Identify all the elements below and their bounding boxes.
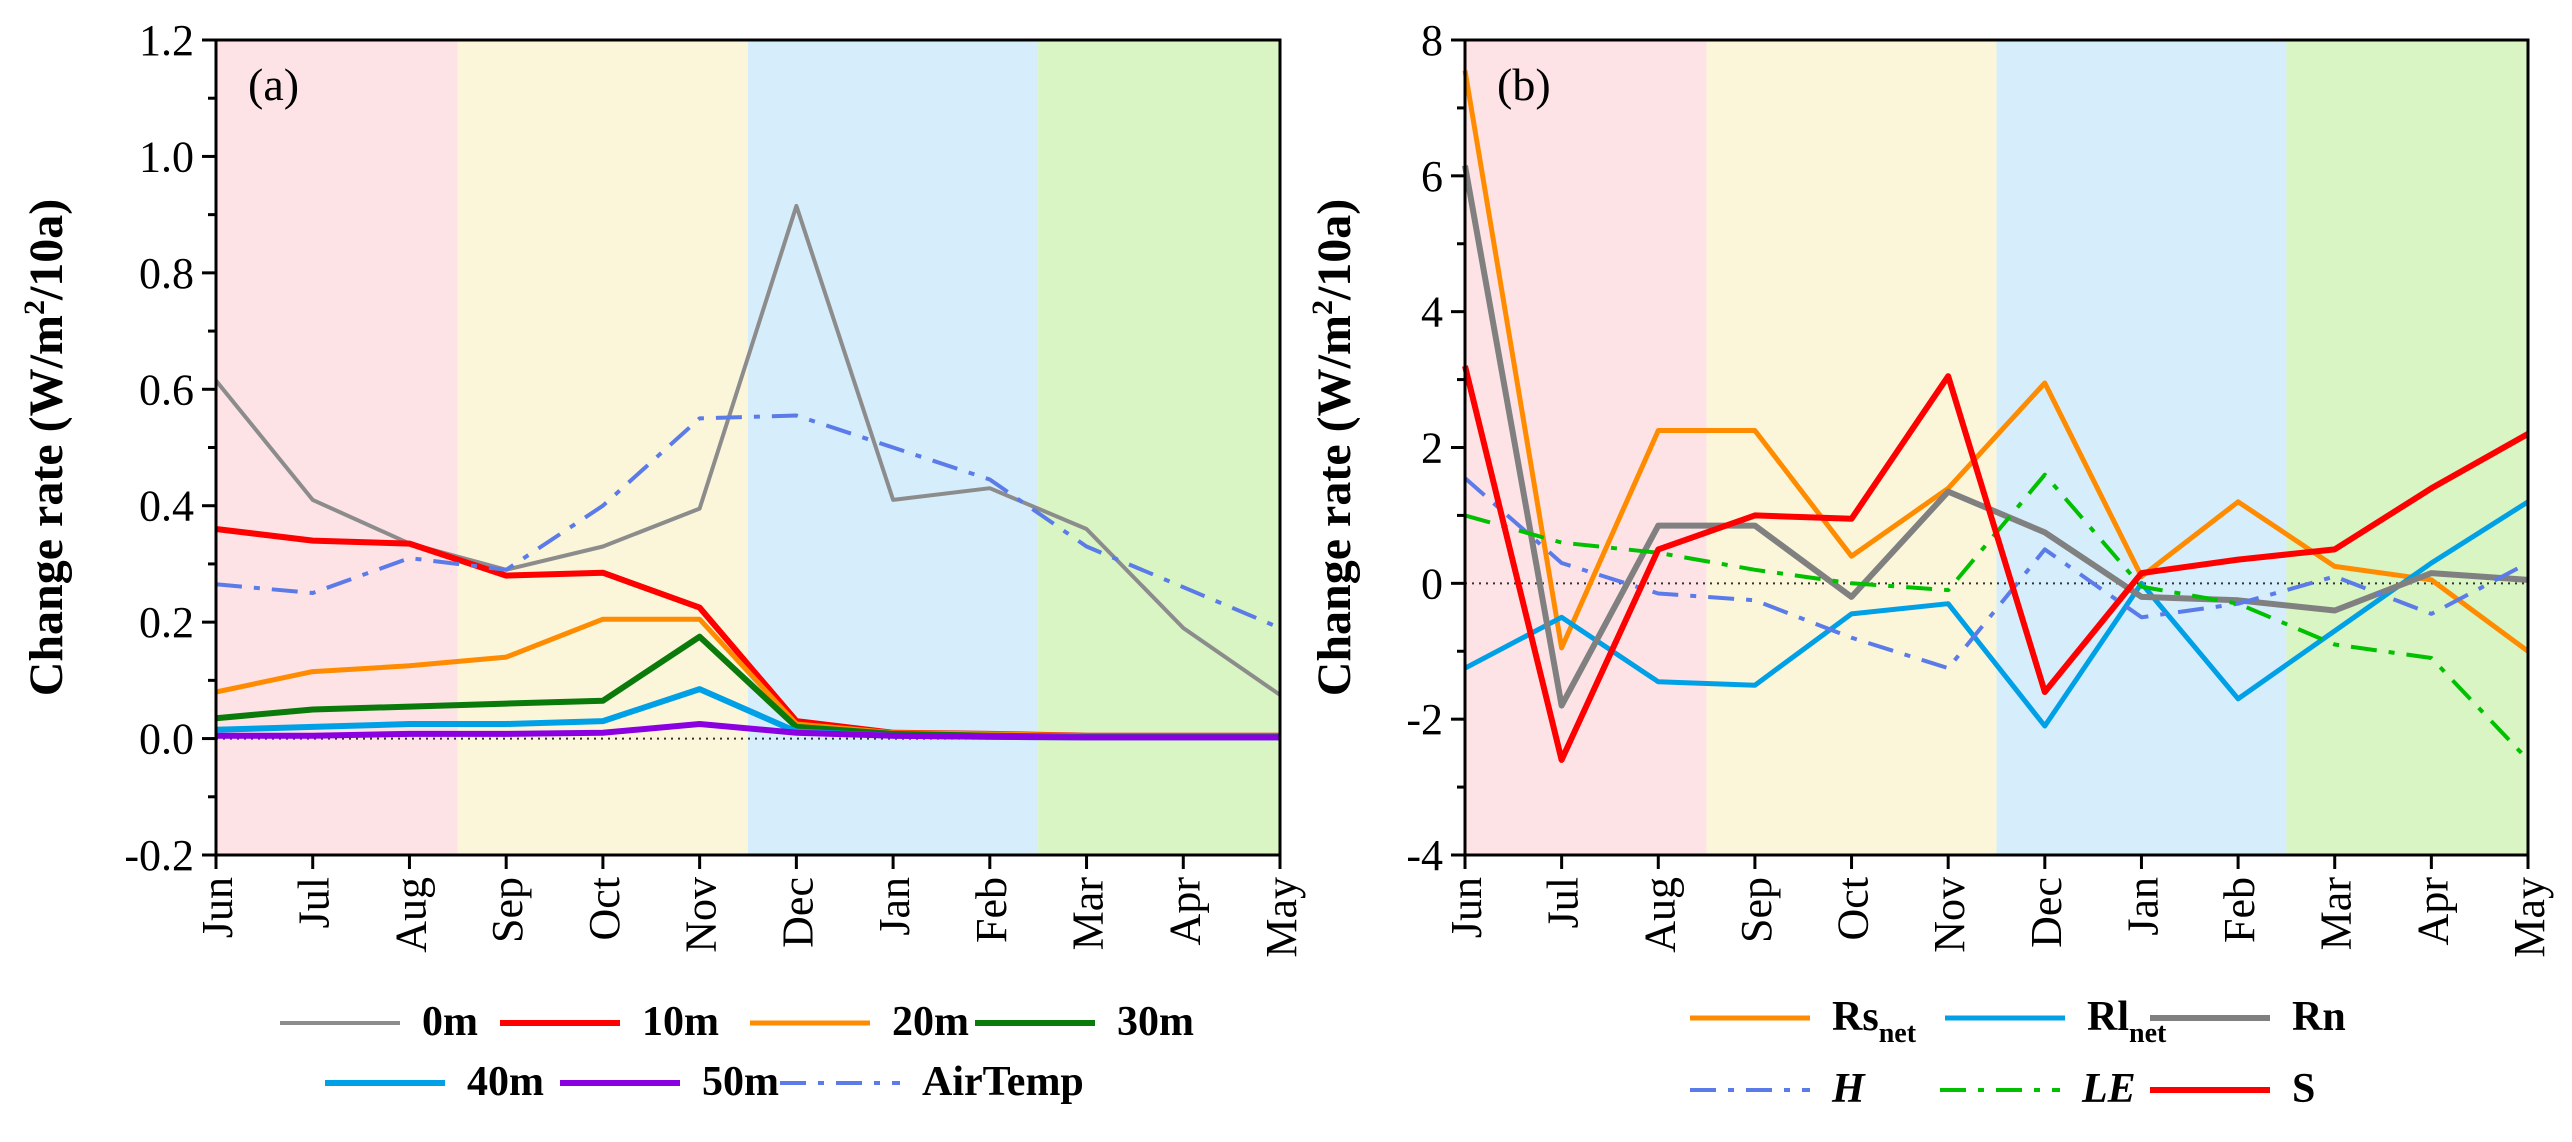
x-tick-label: Aug bbox=[1635, 877, 1684, 953]
season-band bbox=[1038, 40, 1280, 855]
x-tick-label: Jul bbox=[1539, 877, 1588, 928]
legend-label: Rlnet bbox=[2087, 994, 2167, 1049]
x-tick-label: Dec bbox=[2022, 877, 2071, 948]
x-tick-label: Jan bbox=[870, 877, 919, 936]
legend-item-Rn: Rn bbox=[2150, 994, 2346, 1040]
y-tick-label: -4 bbox=[1406, 831, 1443, 880]
x-tick-label: Jul bbox=[290, 877, 339, 928]
x-tick-label: May bbox=[2505, 877, 2554, 958]
legend-label: 40m bbox=[467, 1059, 544, 1105]
y-tick-label: -0.2 bbox=[124, 831, 194, 880]
y-tick-label: 0 bbox=[1421, 559, 1443, 608]
x-tick-label: Apr bbox=[2408, 877, 2457, 946]
season-band bbox=[1465, 40, 1707, 855]
y-tick-label: 8 bbox=[1421, 16, 1443, 65]
legend-label: 50m bbox=[702, 1059, 779, 1105]
legend-item-40m: 40m bbox=[325, 1059, 544, 1105]
x-tick-label: Apr bbox=[1160, 877, 1209, 946]
series-line-S bbox=[1462, 365, 2530, 763]
x-tick-label: Nov bbox=[677, 877, 726, 953]
series-line-Rs bbox=[1462, 70, 2530, 654]
panel-b: -4 -2 0 2 4 6 8 Jun Jul Aug Sep Oct Nov Dec Jan Feb Mar A… bbox=[1306, 16, 2554, 1112]
x-tick-label: Sep bbox=[483, 877, 532, 943]
x-tick-label: Jun bbox=[193, 877, 242, 938]
x-tick-label: Mar bbox=[2312, 877, 2361, 951]
x-tick-label: Oct bbox=[1829, 877, 1878, 941]
legend-label: Rn bbox=[2292, 994, 2346, 1040]
series-line-Rl bbox=[1463, 499, 2530, 729]
x-tick-label: Nov bbox=[1925, 877, 1974, 953]
legend-item-AirTemp: AirTemp bbox=[780, 1059, 1084, 1105]
series-line-50m bbox=[216, 721, 1280, 741]
season-band bbox=[1706, 40, 1997, 855]
y-tick-label: 0.4 bbox=[139, 482, 194, 531]
legend-item-30m: 30m bbox=[975, 999, 1194, 1045]
legend-label: AirTemp bbox=[922, 1059, 1084, 1105]
y-tick-label: 0.6 bbox=[139, 365, 194, 414]
season-band bbox=[216, 40, 458, 855]
legend-item-LE: LE bbox=[1940, 1066, 2136, 1112]
y-tick-label: 1.0 bbox=[139, 132, 194, 181]
legend-item-Rs: Rsnet bbox=[1690, 994, 1917, 1049]
y-tick-label: 4 bbox=[1421, 288, 1443, 337]
y-tick-label: 0.2 bbox=[139, 598, 194, 647]
y-tick-label: 0.8 bbox=[139, 249, 194, 298]
x-tick-label: Feb bbox=[2215, 877, 2264, 943]
panel-label: (a) bbox=[248, 59, 299, 110]
x-tick-label: Oct bbox=[580, 877, 629, 941]
y-axis-label: Change rate (W/m2/10a) bbox=[1306, 199, 1361, 697]
y-tick-label: 1.2 bbox=[139, 16, 194, 65]
legend-item-50m: 50m bbox=[560, 1059, 779, 1105]
legend-label: 20m bbox=[892, 999, 969, 1045]
season-band bbox=[1996, 40, 2287, 855]
series-line-0m bbox=[214, 203, 1282, 697]
legend-item-H: H bbox=[1690, 1066, 1866, 1112]
x-tick-label: Mar bbox=[1064, 877, 1113, 951]
legend-label: 30m bbox=[1117, 999, 1194, 1045]
series-line-H bbox=[1463, 476, 2529, 671]
legend-item-S: S bbox=[2150, 1066, 2315, 1112]
x-tick-label: Feb bbox=[967, 877, 1016, 943]
legend-label: Rsnet bbox=[1832, 994, 1917, 1049]
legend-item-0m: 0m bbox=[280, 999, 478, 1045]
x-tick-label: Aug bbox=[386, 877, 435, 953]
panel-a: -0.2 0.0 0.2 0.4 0.6 0.8 1.0 1.2 Jun Jul Aug Sep Oct… bbox=[18, 16, 1306, 1105]
legend-label: H bbox=[1831, 1066, 1866, 1112]
x-tick-label: Jan bbox=[2118, 877, 2167, 936]
panel-label: (b) bbox=[1497, 59, 1551, 110]
y-tick-label: 2 bbox=[1421, 424, 1443, 473]
x-tick-label: Jun bbox=[1442, 877, 1491, 938]
series-line-AirTemp bbox=[215, 413, 1281, 630]
season-band bbox=[2286, 40, 2528, 855]
legend-item-10m: 10m bbox=[500, 999, 719, 1045]
x-tick-label: May bbox=[1257, 877, 1306, 958]
y-tick-label: -2 bbox=[1406, 695, 1443, 744]
y-tick-label: 0.0 bbox=[139, 715, 194, 764]
legend-label: 0m bbox=[422, 999, 478, 1045]
series-line-Rn bbox=[1462, 165, 2529, 709]
legend-item-20m: 20m bbox=[750, 999, 969, 1045]
y-tick-label: 6 bbox=[1421, 152, 1443, 201]
legend-label: S bbox=[2292, 1066, 2315, 1112]
legend-label: 10m bbox=[642, 999, 719, 1045]
x-tick-label: Dec bbox=[773, 877, 822, 948]
legend-label: LE bbox=[2081, 1066, 2136, 1112]
y-axis-label: Change rate (W/m2/10a) bbox=[18, 199, 73, 697]
x-tick-label: Sep bbox=[1732, 877, 1781, 943]
legend-item-Rl: Rlnet bbox=[1945, 994, 2167, 1049]
